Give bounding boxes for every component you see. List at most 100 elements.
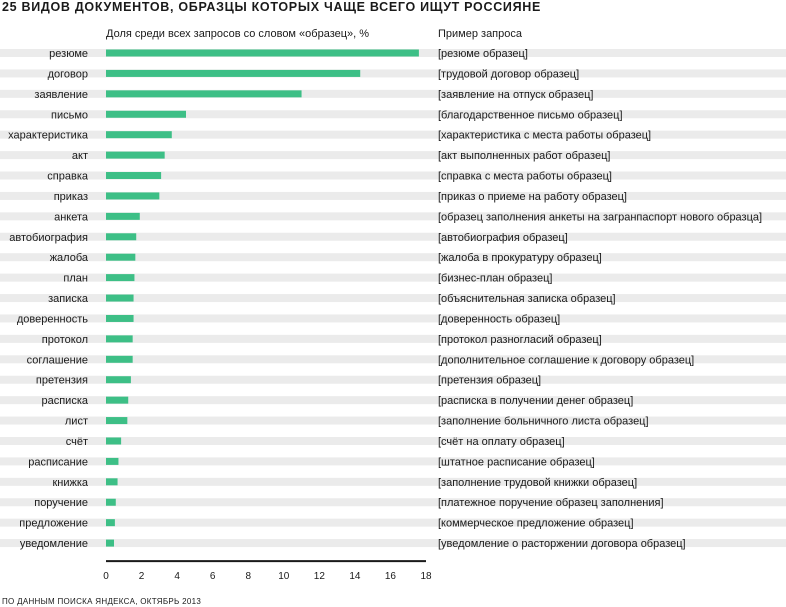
category-label: поручение <box>34 497 88 509</box>
bar-13 <box>106 314 134 322</box>
category-label: протокол <box>42 334 88 346</box>
row-stripe <box>0 539 786 548</box>
row-stripe <box>0 498 786 507</box>
category-label: акт <box>72 150 88 162</box>
row-stripe <box>0 457 786 466</box>
category-label: расписание <box>28 456 88 468</box>
example-query: [заполнение трудовой книжки образец] <box>438 477 637 489</box>
share-column-header: Доля среди всех запросов со словом «обра… <box>106 28 370 40</box>
category-label: записка <box>48 293 89 305</box>
bar-17 <box>106 396 129 404</box>
bar-16 <box>106 376 131 384</box>
bar-14 <box>106 335 133 343</box>
row-stripe <box>0 232 786 241</box>
row-stripe <box>0 69 786 78</box>
example-query: [жалоба в прокуратуру образец] <box>438 252 602 264</box>
bar-23 <box>106 519 115 527</box>
row-stripe <box>0 110 786 119</box>
row-stripe <box>0 477 786 486</box>
example-query: [акт выполненных работ образец] <box>438 150 610 162</box>
example-query: [характеристика с места работы образец] <box>438 130 651 142</box>
example-query: [приказ о приеме на работу образец] <box>438 191 627 203</box>
bar-0 <box>106 49 419 57</box>
category-label: счёт <box>66 436 88 448</box>
bar-15 <box>106 355 133 363</box>
category-label: соглашение <box>27 354 88 366</box>
category-label: план <box>63 273 88 285</box>
category-label: уведомление <box>20 538 88 550</box>
example-query: [доверенность образец] <box>438 313 560 325</box>
bar-21 <box>106 478 118 486</box>
category-label: расписка <box>41 395 88 407</box>
category-label: характеристика <box>8 130 89 142</box>
row-stripe <box>0 191 786 200</box>
example-query: [расписка в получении денег образец] <box>438 395 633 407</box>
example-query: [уведомление о расторжении договора обра… <box>438 538 686 550</box>
bar-20 <box>106 457 119 465</box>
example-query: [претензия образец] <box>438 375 541 387</box>
x-tick-label: 16 <box>385 571 397 582</box>
x-tick-label: 4 <box>174 571 180 582</box>
bar-24 <box>106 539 114 547</box>
example-query: [штатное расписание образец] <box>438 456 595 468</box>
category-label: письмо <box>51 109 88 121</box>
row-stripe <box>0 355 786 364</box>
row-stripe <box>0 212 786 221</box>
bar-11 <box>106 274 135 282</box>
row-stripe <box>0 273 786 282</box>
x-tick-label: 6 <box>210 571 216 582</box>
example-query: [заполнение больничного листа образец] <box>438 416 649 428</box>
bar-8 <box>106 212 140 220</box>
bar-5 <box>106 151 165 159</box>
x-tick-label: 18 <box>420 571 432 582</box>
row-stripe <box>0 436 786 445</box>
example-query: [образец заполнения анкеты на загранпасп… <box>438 211 762 223</box>
x-tick-label: 2 <box>139 571 145 582</box>
bar-4 <box>106 131 172 139</box>
row-stripe <box>0 334 786 343</box>
row-stripe <box>0 89 786 98</box>
row-stripe <box>0 396 786 405</box>
row-stripe <box>0 375 786 384</box>
example-query: [объяснительная записка образец] <box>438 293 616 305</box>
category-label: претензия <box>36 375 88 387</box>
x-tick-label: 10 <box>278 571 290 582</box>
example-query: [протокол разногласий образец] <box>438 334 602 346</box>
category-label: доверенность <box>17 313 88 325</box>
example-query: [автобиография образец] <box>438 232 568 244</box>
bar-7 <box>106 192 160 200</box>
row-stripe <box>0 171 786 180</box>
row-stripe <box>0 151 786 160</box>
category-label: лист <box>65 416 88 428</box>
category-label: жалоба <box>50 252 89 264</box>
x-tick-label: 14 <box>349 571 361 582</box>
example-query: [резюме образец] <box>438 48 528 60</box>
bar-3 <box>106 110 186 118</box>
example-query: [коммерческое предложение образец] <box>438 518 634 530</box>
bar-1 <box>106 69 361 77</box>
example-column-header: Пример запроса <box>438 28 522 40</box>
row-stripe <box>0 314 786 323</box>
example-query: [счёт на оплату образец] <box>438 436 565 448</box>
bar-18 <box>106 417 128 425</box>
chart-title: 25 ВИДОВ ДОКУМЕНТОВ, ОБРАЗЦЫ КОТОРЫХ ЧАЩ… <box>2 0 542 14</box>
row-stripe <box>0 253 786 262</box>
example-query: [заявление на отпуск образец] <box>438 89 593 101</box>
bar-19 <box>106 437 122 445</box>
category-label: приказ <box>54 191 88 203</box>
row-stripe <box>0 294 786 303</box>
category-label: справка <box>47 171 89 183</box>
row-stripe <box>0 518 786 527</box>
category-label: договор <box>48 68 88 80</box>
bar-12 <box>106 294 134 302</box>
example-query: [бизнес-план образец] <box>438 273 552 285</box>
category-label: предложение <box>19 518 88 530</box>
bar-2 <box>106 90 302 98</box>
example-query: [дополнительное соглашение к договору об… <box>438 354 694 366</box>
category-label: резюме <box>49 48 88 60</box>
row-stripe <box>0 130 786 139</box>
bar-22 <box>106 498 116 506</box>
example-query: [трудовой договор образец] <box>438 68 579 80</box>
bar-9 <box>106 233 137 241</box>
